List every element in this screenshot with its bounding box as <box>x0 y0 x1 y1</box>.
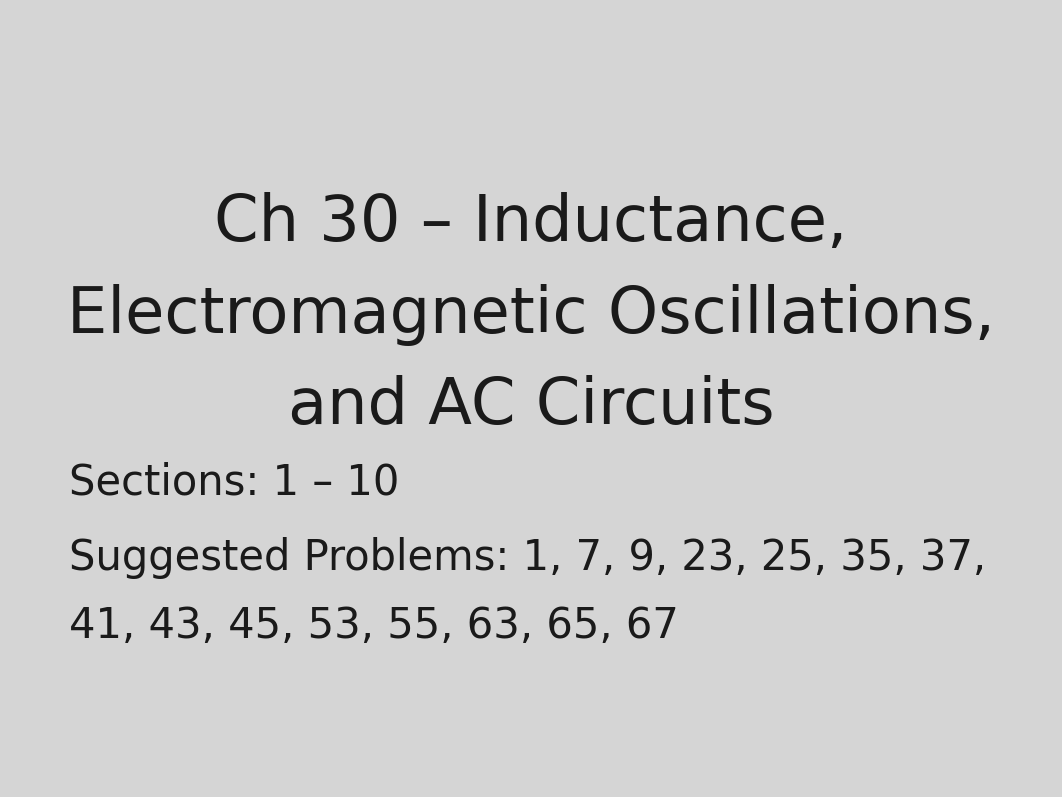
FancyBboxPatch shape <box>27 20 1035 777</box>
Text: 41, 43, 45, 53, 55, 63, 65, 67: 41, 43, 45, 53, 55, 63, 65, 67 <box>69 605 679 646</box>
Text: Electromagnetic Oscillations,: Electromagnetic Oscillations, <box>67 284 995 346</box>
Text: Sections: 1 – 10: Sections: 1 – 10 <box>69 461 399 503</box>
Text: Suggested Problems: 1, 7, 9, 23, 25, 35, 37,: Suggested Problems: 1, 7, 9, 23, 25, 35,… <box>69 537 987 579</box>
Text: Ch 30 – Inductance,: Ch 30 – Inductance, <box>215 192 847 254</box>
Text: and AC Circuits: and AC Circuits <box>288 375 774 438</box>
